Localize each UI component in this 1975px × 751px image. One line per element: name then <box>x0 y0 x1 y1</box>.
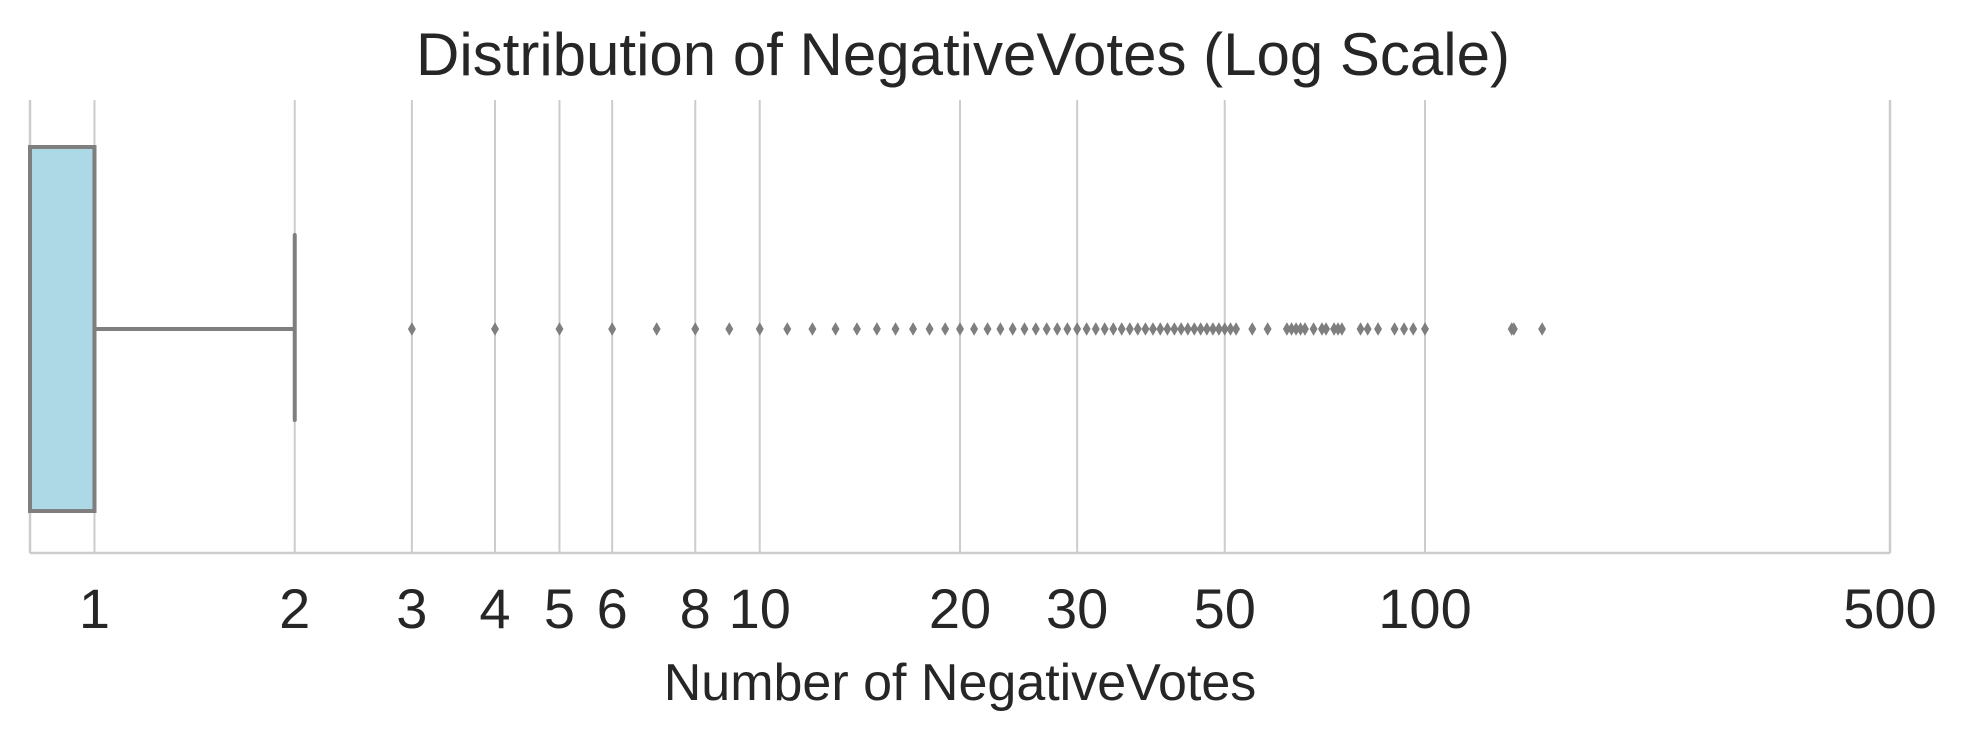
outlier-point <box>1309 322 1318 336</box>
outlier-point <box>1042 322 1051 336</box>
outlier-point <box>852 322 861 336</box>
outlier-point <box>1141 322 1150 336</box>
x-tick-label: 30 <box>1046 577 1108 640</box>
x-tick-label: 20 <box>929 577 991 640</box>
x-tick-label: 8 <box>680 577 711 640</box>
outlier-point <box>1390 322 1399 336</box>
outlier-point <box>1263 322 1272 336</box>
x-tick-label: 1 <box>79 577 110 640</box>
outlier-point <box>996 322 1005 336</box>
outlier-point <box>1091 322 1100 336</box>
outlier-point <box>831 322 840 336</box>
outlier-point <box>783 322 792 336</box>
outlier-point <box>1538 322 1547 336</box>
x-tick-labels: 1 2 3 4 5 6 8 10 20 30 50 100 500 <box>79 577 1937 640</box>
x-axis-label: Number of NegativeVotes <box>664 654 1257 712</box>
outlier-point <box>1220 322 1229 336</box>
outlier-point <box>1214 322 1223 336</box>
outlier-point <box>1053 322 1062 336</box>
box-plot <box>28 145 297 513</box>
outlier-point <box>1100 322 1109 336</box>
outlier-point <box>1177 322 1186 336</box>
outlier-point <box>1421 322 1429 336</box>
outlier-point <box>725 322 734 336</box>
outlier-point <box>925 322 934 336</box>
outlier-point <box>1202 322 1211 336</box>
outlier-point <box>1133 322 1142 336</box>
outlier-point <box>1300 322 1309 336</box>
outlier-point <box>1031 322 1040 336</box>
x-tick-label: 4 <box>479 577 510 640</box>
outlier-point <box>1232 322 1241 336</box>
outlier-point <box>1248 322 1257 336</box>
outlier-point <box>1117 322 1126 336</box>
outlier-point <box>1156 322 1165 336</box>
outlier-point <box>691 322 700 336</box>
outlier-point <box>1196 322 1205 336</box>
outlier-point <box>1509 322 1518 336</box>
outlier-point <box>1163 322 1172 336</box>
x-tick-label: 100 <box>1378 577 1471 640</box>
outlier-point <box>1337 322 1346 336</box>
x-tick-label: 50 <box>1194 577 1256 640</box>
outlier-point <box>1020 322 1029 336</box>
outlier-point <box>1226 322 1235 336</box>
outlier-point <box>872 322 881 336</box>
outlier-point <box>652 322 661 336</box>
outlier-point <box>491 322 499 336</box>
outlier-point <box>1409 322 1418 336</box>
outlier-point <box>1073 322 1082 336</box>
outlier-point <box>956 322 964 336</box>
x-tick-label: 500 <box>1843 577 1936 640</box>
outlier-point <box>1148 322 1157 336</box>
x-tick-label: 5 <box>544 577 575 640</box>
outlier-points <box>407 322 1547 336</box>
outlier-point <box>808 322 817 336</box>
box-iqr <box>28 145 97 513</box>
outlier-point <box>1322 322 1331 336</box>
outlier-point <box>970 322 979 336</box>
outlier-point <box>407 322 416 336</box>
x-tick-label: 2 <box>279 577 310 640</box>
outlier-point <box>1170 322 1179 336</box>
outlier-point <box>1400 322 1408 336</box>
x-tick-label: 6 <box>597 577 628 640</box>
outlier-point <box>1109 322 1118 336</box>
outlier-point <box>608 322 617 336</box>
outlier-point <box>1190 322 1199 336</box>
x-tick-label: 3 <box>396 577 427 640</box>
outlier-point <box>1063 322 1072 336</box>
chart-title: Distribution of NegativeVotes (Log Scale… <box>416 21 1510 88</box>
outlier-point <box>1374 322 1383 336</box>
x-tick-label: 10 <box>729 577 791 640</box>
outlier-point <box>941 322 950 336</box>
outlier-point <box>1356 322 1365 336</box>
grid-lines <box>93 100 1891 553</box>
outlier-point <box>555 322 564 336</box>
outlier-point <box>1082 322 1091 336</box>
outlier-point <box>755 322 764 336</box>
outlier-point <box>891 322 900 336</box>
outlier-point <box>983 322 992 336</box>
outlier-point <box>1183 322 1192 336</box>
outlier-point <box>909 322 918 336</box>
outlier-point <box>1208 322 1217 336</box>
outlier-point <box>1125 322 1134 336</box>
outlier-point <box>1363 322 1372 336</box>
outlier-point <box>1008 322 1017 336</box>
